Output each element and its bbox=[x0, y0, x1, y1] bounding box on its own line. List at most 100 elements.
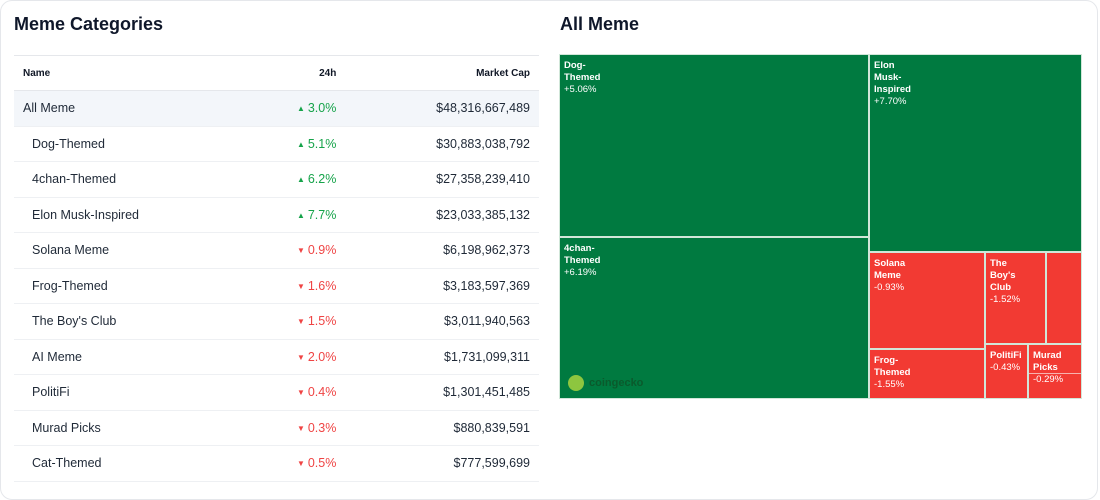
change-24h: ▼ 0.4% bbox=[245, 374, 346, 411]
table-row[interactable]: All Meme ▲ 3.0% $48,316,667,489 bbox=[14, 90, 539, 127]
treemap-tile[interactable]: Solana Meme -0.93% bbox=[869, 252, 985, 349]
caret-up-icon: ▲ bbox=[296, 210, 305, 220]
category-name[interactable]: AI Meme bbox=[14, 339, 246, 375]
treemap-tile[interactable]: The Boy's Club -1.52% bbox=[985, 252, 1046, 344]
category-name[interactable]: Dog-Themed bbox=[14, 126, 246, 162]
change-24h: ▲ 7.7% bbox=[245, 197, 346, 233]
change-value: 6.2% bbox=[307, 172, 337, 187]
tile-label: 4chan- Themed bbox=[564, 243, 601, 266]
change-24h: ▲ 5.1% bbox=[245, 126, 346, 162]
category-name[interactable]: Frog-Themed bbox=[14, 268, 246, 304]
change-value: 7.7% bbox=[307, 207, 337, 222]
table-row[interactable]: AI Meme ▼ 2.0% $1,731,099,311 bbox=[14, 339, 539, 375]
market-cap: $3,011,940,563 bbox=[345, 303, 539, 340]
change-24h: ▲ 3.0% bbox=[245, 90, 346, 127]
table-row[interactable]: Cat-Themed ▼ 0.5% $777,599,699 bbox=[14, 445, 539, 482]
market-cap: $23,033,385,132 bbox=[345, 197, 539, 233]
tile-label: Solana Meme bbox=[874, 258, 906, 281]
treemap-title: All Meme bbox=[560, 14, 640, 34]
market-cap: $30,883,038,792 bbox=[345, 126, 539, 162]
caret-up-icon: ▲ bbox=[296, 139, 305, 149]
market-cap: $1,301,451,485 bbox=[345, 374, 539, 411]
category-name[interactable]: Solana Meme bbox=[14, 232, 246, 269]
caret-up-icon: ▲ bbox=[296, 175, 305, 185]
tile-label: Frog- Themed bbox=[874, 355, 911, 378]
category-name[interactable]: 4chan-Themed bbox=[14, 161, 246, 198]
tile-label: Murad Picks bbox=[1033, 350, 1062, 373]
table-row[interactable]: Murad Picks ▼ 0.3% $880,839,591 bbox=[14, 410, 539, 446]
tile-change: -0.43% bbox=[990, 362, 1021, 373]
treemap-tile[interactable]: Dog- Themed +5.06% bbox=[559, 54, 869, 237]
treemap-tile[interactable] bbox=[1046, 252, 1082, 344]
change-value: 1.6% bbox=[307, 278, 337, 293]
tile-label: PolitiFi bbox=[990, 350, 1022, 361]
table-row[interactable]: Dog-Themed ▲ 5.1% $30,883,038,792 bbox=[14, 126, 539, 162]
treemap-tile[interactable]: Frog- Themed -1.55% bbox=[869, 349, 985, 399]
caret-down-icon: ▼ bbox=[296, 423, 305, 433]
tile-change: +7.70% bbox=[874, 96, 907, 107]
tile-change: -0.93% bbox=[874, 282, 905, 293]
change-value: 0.4% bbox=[307, 385, 337, 400]
market-cap: $880,839,591 bbox=[345, 410, 539, 446]
treemap-tile[interactable]: Murad Picks -0.29% bbox=[1028, 344, 1082, 399]
tile-change: -1.52% bbox=[990, 294, 1021, 305]
treemap-tile[interactable]: PolitiFi -0.43% bbox=[985, 344, 1028, 399]
col-market-cap[interactable]: Market Cap bbox=[345, 55, 539, 91]
col-24h[interactable]: 24h bbox=[245, 55, 346, 91]
caret-up-icon: ▲ bbox=[296, 104, 305, 114]
market-cap: $6,198,962,373 bbox=[345, 232, 539, 269]
change-24h: ▲ 6.2% bbox=[245, 161, 346, 198]
change-value: 1.5% bbox=[307, 314, 337, 329]
change-value: 0.3% bbox=[307, 420, 337, 435]
tile-change: -1.55% bbox=[874, 379, 905, 390]
watermark-text: coingecko bbox=[589, 377, 644, 389]
market-cap: $48,316,667,489 bbox=[345, 90, 539, 127]
change-24h: ▼ 0.3% bbox=[245, 410, 346, 446]
category-name[interactable]: PolitiFi bbox=[14, 374, 246, 411]
change-24h: ▼ 1.5% bbox=[245, 303, 346, 340]
caret-down-icon: ▼ bbox=[296, 388, 305, 398]
market-cap: $777,599,699 bbox=[345, 445, 539, 482]
change-24h: ▼ 0.9% bbox=[245, 232, 346, 269]
category-name[interactable]: Elon Musk-Inspired bbox=[14, 197, 246, 233]
treemap-tile[interactable]: Elon Musk- Inspired +7.70% bbox=[869, 54, 1082, 252]
caret-down-icon: ▼ bbox=[296, 246, 305, 256]
caret-down-icon: ▼ bbox=[296, 281, 305, 291]
change-value: 2.0% bbox=[307, 349, 337, 364]
market-cap: $1,731,099,311 bbox=[345, 339, 539, 375]
treemap: Dog- Themed +5.06% 4chan- Themed +6.19% Elon… bbox=[559, 54, 1082, 399]
tile-change: +6.19% bbox=[564, 267, 597, 278]
category-name[interactable]: Murad Picks bbox=[14, 410, 246, 446]
table-row[interactable]: Elon Musk-Inspired ▲ 7.7% $23,033,385,132 bbox=[14, 197, 539, 233]
table-row[interactable]: Solana Meme ▼ 0.9% $6,198,962,373 bbox=[14, 232, 539, 269]
table-row[interactable]: The Boy's Club ▼ 1.5% $3,011,940,563 bbox=[14, 303, 539, 340]
table-row[interactable]: 4chan-Themed ▲ 6.2% $27,358,239,410 bbox=[14, 161, 539, 198]
change-24h: ▼ 2.0% bbox=[245, 339, 346, 375]
caret-down-icon: ▼ bbox=[296, 352, 305, 362]
change-value: 0.5% bbox=[307, 456, 337, 471]
categories-table: Name 24h Market Cap All Meme ▲ 3.0% $48,3… bbox=[14, 55, 539, 482]
coingecko-watermark: coingecko bbox=[568, 375, 643, 391]
table-title: Meme Categories bbox=[14, 14, 164, 34]
category-name[interactable]: The Boy's Club bbox=[14, 303, 246, 340]
gecko-logo-icon bbox=[568, 375, 584, 391]
market-cap: $27,358,239,410 bbox=[345, 161, 539, 198]
change-value: 0.9% bbox=[307, 243, 337, 258]
table-row[interactable]: PolitiFi ▼ 0.4% $1,301,451,485 bbox=[14, 374, 539, 411]
category-name[interactable]: All Meme bbox=[14, 90, 246, 127]
tile-label: Elon Musk- Inspired bbox=[874, 60, 911, 95]
tile-label: The Boy's Club bbox=[990, 258, 1016, 293]
tile-change: -0.29% bbox=[1033, 374, 1064, 385]
table-row[interactable]: Frog-Themed ▼ 1.6% $3,183,597,369 bbox=[14, 268, 539, 304]
market-cap: $3,183,597,369 bbox=[345, 268, 539, 304]
change-value: 3.0% bbox=[307, 101, 337, 116]
change-24h: ▼ 1.6% bbox=[245, 268, 346, 304]
tile-label: Dog- Themed bbox=[564, 60, 601, 83]
caret-down-icon: ▼ bbox=[296, 459, 305, 469]
treemap-tile[interactable]: 4chan- Themed +6.19% bbox=[559, 237, 869, 399]
change-24h: ▼ 0.5% bbox=[245, 445, 346, 482]
category-name[interactable]: Cat-Themed bbox=[14, 445, 246, 482]
col-name[interactable]: Name bbox=[14, 55, 246, 91]
change-value: 5.1% bbox=[307, 136, 337, 151]
tile-change: +5.06% bbox=[564, 84, 597, 95]
